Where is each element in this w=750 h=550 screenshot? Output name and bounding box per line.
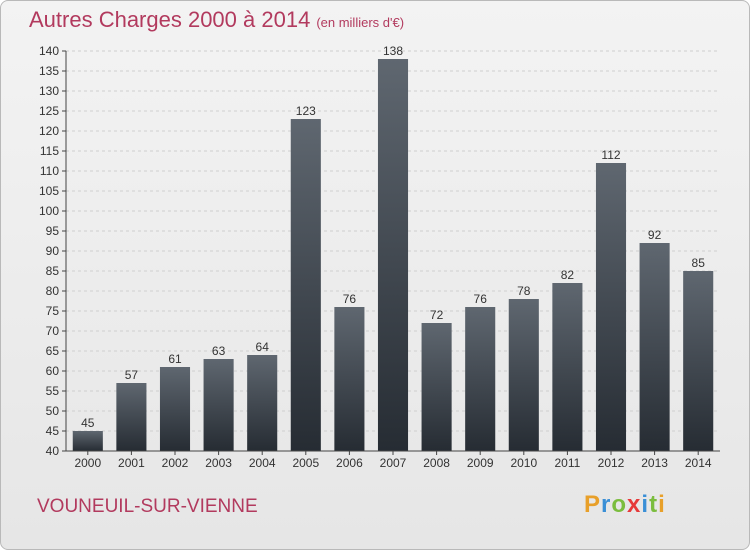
- bar: [421, 323, 452, 451]
- y-tick-label: 80: [46, 284, 60, 298]
- y-tick-label: 90: [46, 244, 60, 258]
- data-label: 112: [601, 148, 620, 162]
- bar: [72, 431, 103, 451]
- data-label: 63: [212, 344, 226, 358]
- bar: [247, 355, 278, 451]
- bar: [639, 243, 670, 451]
- bar: [508, 299, 539, 451]
- bar: [203, 359, 234, 451]
- data-label: 76: [343, 292, 357, 306]
- x-tick-label: 2010: [510, 456, 537, 470]
- x-tick-label: 2000: [74, 456, 101, 470]
- y-tick-label: 75: [46, 304, 60, 318]
- x-tick-label: 2004: [249, 456, 276, 470]
- data-label: 64: [256, 340, 270, 354]
- x-tick-label: 2003: [205, 456, 232, 470]
- logo-letter: o: [611, 491, 628, 518]
- y-tick-label: 130: [39, 84, 59, 98]
- data-label: 78: [517, 284, 531, 298]
- bar: [595, 163, 627, 451]
- y-tick-label: 120: [39, 124, 59, 138]
- proxiti-logo: Proxiti: [584, 491, 666, 519]
- y-tick-label: 55: [46, 384, 60, 398]
- data-label: 57: [125, 368, 139, 382]
- y-tick-label: 95: [46, 224, 60, 238]
- chart-title-text: Autres Charges 2000 à 2014: [29, 7, 311, 32]
- bar: [683, 271, 714, 451]
- bar: [159, 367, 191, 451]
- y-tick-label: 140: [39, 44, 59, 58]
- y-tick-label: 125: [39, 104, 59, 118]
- logo-letter: i: [641, 491, 650, 518]
- data-label: 82: [561, 268, 575, 282]
- y-tick-label: 110: [40, 164, 59, 178]
- y-tick-label: 100: [39, 204, 59, 218]
- x-tick-label: 2014: [685, 456, 712, 470]
- data-label: 92: [648, 228, 662, 242]
- y-tick-label: 135: [39, 64, 59, 78]
- data-label: 85: [692, 256, 706, 270]
- logo-letter: i: [658, 491, 666, 518]
- data-label: 45: [81, 416, 95, 430]
- bar: [552, 283, 583, 451]
- x-tick-label: 2012: [598, 456, 625, 470]
- y-tick-label: 105: [39, 184, 59, 198]
- data-label: 61: [168, 352, 182, 366]
- logo-letter: P: [584, 491, 602, 518]
- bar: [290, 119, 321, 451]
- x-tick-label: 2005: [292, 456, 319, 470]
- x-tick-label: 2007: [380, 456, 407, 470]
- logo-letter: t: [649, 491, 659, 518]
- y-tick-label: 60: [46, 364, 60, 378]
- data-label: 138: [383, 44, 403, 58]
- bar: [465, 307, 496, 451]
- y-tick-label: 40: [46, 444, 60, 458]
- y-tick-label: 45: [46, 424, 60, 438]
- chart-unit: (en milliers d'€): [316, 15, 405, 30]
- logo-letter: x: [627, 491, 642, 518]
- x-tick-label: 2008: [423, 456, 450, 470]
- y-tick-label: 115: [40, 144, 59, 158]
- y-tick-label: 50: [46, 404, 60, 418]
- y-tick-label: 85: [46, 264, 60, 278]
- x-tick-label: 2011: [554, 456, 580, 470]
- logo-letter: r: [601, 491, 612, 518]
- data-label: 76: [474, 292, 488, 306]
- y-tick-label: 65: [46, 344, 60, 358]
- bar: [334, 307, 365, 451]
- x-tick-label: 2006: [336, 456, 363, 470]
- bar: [116, 383, 147, 451]
- location-label: VOUNEUIL-SUR-VIENNE: [37, 496, 258, 517]
- data-label: 72: [430, 308, 444, 322]
- x-tick-label: 2002: [162, 456, 189, 470]
- x-tick-label: 2013: [641, 456, 668, 470]
- bar: [377, 59, 409, 451]
- x-tick-label: 2009: [467, 456, 494, 470]
- chart-title: Autres Charges 2000 à 2014 (en milliers d…: [29, 7, 404, 33]
- data-label: 123: [296, 104, 316, 118]
- x-tick-label: 2001: [118, 456, 145, 470]
- y-tick-label: 70: [46, 324, 60, 338]
